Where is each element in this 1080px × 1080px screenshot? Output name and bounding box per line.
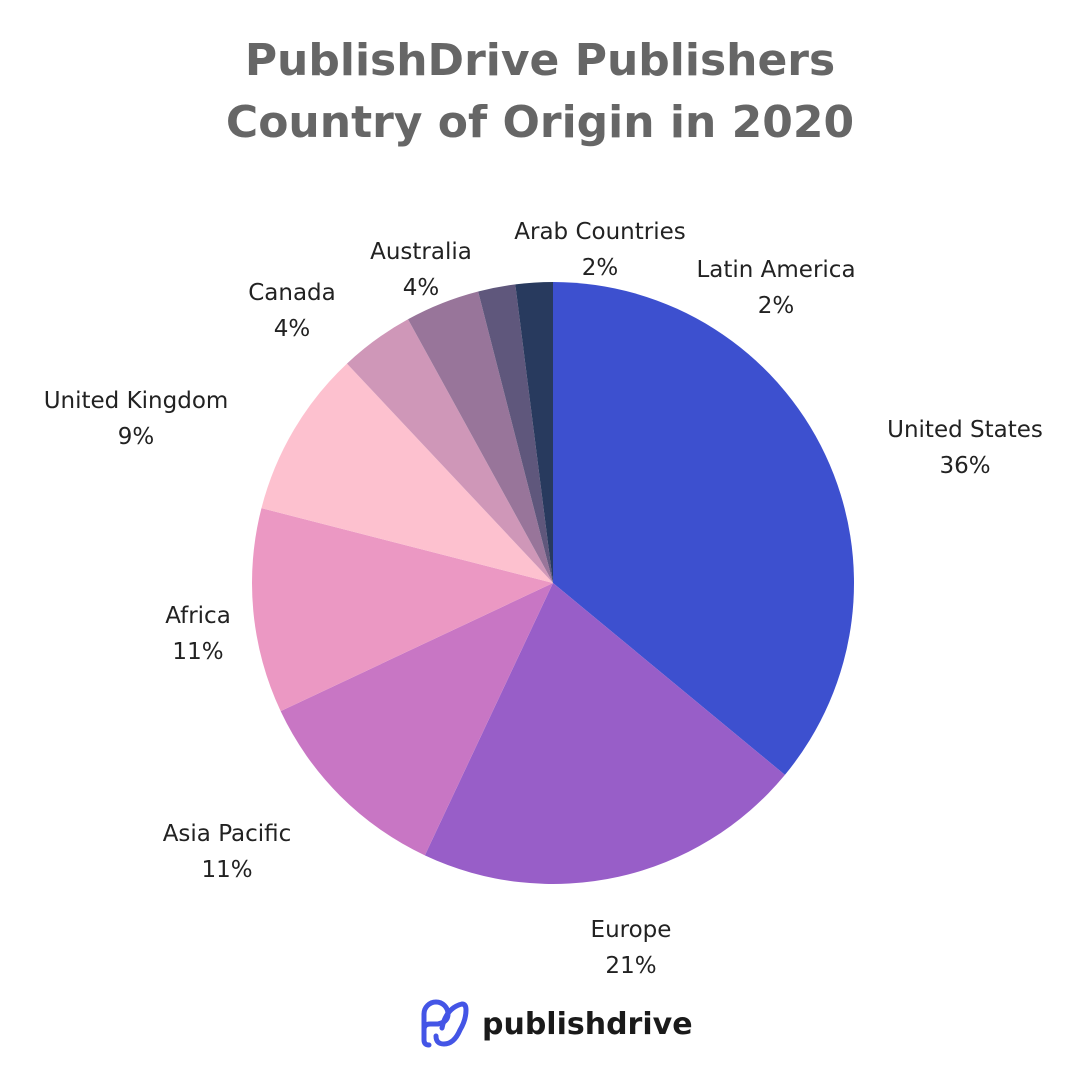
slice-label-name: Arab Countries	[514, 219, 686, 245]
pie-slice-australia	[407, 291, 553, 583]
pie-slice-europe	[424, 583, 785, 884]
publishdrive-logo-icon	[421, 999, 469, 1048]
slice-label: Australia 4%	[370, 234, 472, 306]
slice-label-value: 21%	[605, 953, 657, 979]
slice-label: Latin America 2%	[696, 252, 855, 324]
slice-label-name: Asia Pacific	[162, 821, 292, 847]
pie-slice-asia-pacific	[280, 583, 553, 856]
slice-label-name: Latin America	[696, 257, 856, 283]
slice-label: Europe 21%	[591, 912, 672, 984]
slice-label: Arab Countries 2%	[514, 214, 685, 286]
slice-label-name: United Kingdom	[43, 388, 229, 414]
slice-label-value: 36%	[939, 453, 991, 479]
pie-slice-canada	[346, 319, 553, 583]
pie-slice-arab-countries	[478, 284, 553, 583]
title-line-1: PublishDrive Publishers	[244, 35, 836, 86]
slice-label: Canada 4%	[248, 275, 336, 347]
pie-slice-united-kingdom	[261, 363, 553, 583]
slice-label-value: 4%	[402, 275, 440, 301]
slice-label-value: 2%	[757, 293, 795, 319]
logo-wordmark: publishdrive	[482, 1006, 693, 1042]
pie-slice-africa	[251, 508, 553, 712]
chart-title: PublishDrive Publishers Country of Origi…	[0, 30, 1080, 154]
slice-label-name: Europe	[590, 917, 672, 943]
publishdrive-logo: publishdrive	[418, 998, 693, 1050]
slice-label-value: 2%	[581, 255, 619, 281]
slice-label: United Kingdom 9%	[44, 383, 229, 455]
slice-label-value: 9%	[117, 424, 155, 450]
slice-label: United States 36%	[887, 412, 1043, 484]
slice-label: Asia Pacific 11%	[163, 816, 292, 888]
slice-label-value: 11%	[172, 639, 224, 665]
slice-label-name: Canada	[248, 280, 336, 306]
title-line-2: Country of Origin in 2020	[225, 97, 855, 148]
slice-label-name: Africa	[165, 603, 231, 629]
slice-label-name: United States	[887, 417, 1043, 443]
pie-slice-latin-america	[515, 282, 553, 583]
slice-label-value: 4%	[273, 316, 311, 342]
slice-label: Africa 11%	[165, 598, 231, 670]
slice-label-value: 11%	[201, 857, 253, 883]
pie-slice-united-states	[553, 282, 854, 775]
slice-label-name: Australia	[370, 239, 472, 265]
